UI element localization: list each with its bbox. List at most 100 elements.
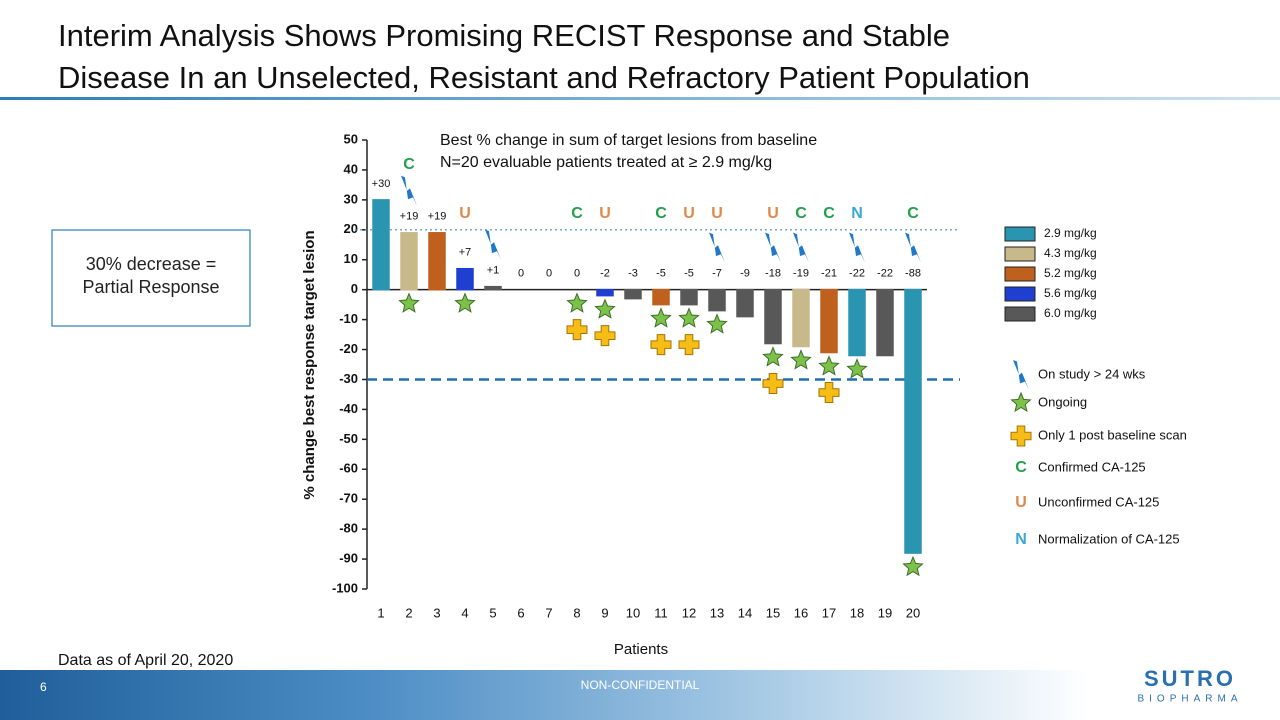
legend-symbol <box>1010 425 1032 447</box>
y-tick-label: 50 <box>344 131 358 146</box>
bar <box>820 288 838 354</box>
x-tick-label: 10 <box>626 605 640 620</box>
callout-text: Partial Response <box>82 277 219 297</box>
value-label: -88 <box>905 268 921 280</box>
bar <box>400 232 418 291</box>
y-tick-label: -90 <box>339 551 358 566</box>
x-tick-label: 5 <box>489 605 496 620</box>
y-tick-label: -20 <box>339 341 358 356</box>
x-tick-label: 19 <box>878 605 892 620</box>
value-label: -3 <box>628 268 638 280</box>
legend-symbol: C <box>1015 459 1027 476</box>
x-tick-label: 6 <box>517 605 524 620</box>
y-tick-label: -30 <box>339 371 358 386</box>
y-tick-label: -50 <box>339 431 358 446</box>
single-scan-marker <box>818 382 840 404</box>
single-scan-marker <box>594 325 616 347</box>
on-study-arrow <box>401 175 417 206</box>
classification: NON-CONFIDENTIAL <box>581 678 700 692</box>
ongoing-star <box>706 313 728 334</box>
ca125-marker: C <box>795 205 807 222</box>
legend-swatch <box>1004 306 1036 322</box>
y-tick-label: 30 <box>344 191 358 206</box>
chart-subtitle: N=20 evaluable patients treated at ≥ 2.9… <box>440 154 772 171</box>
ongoing-star <box>454 292 476 313</box>
footer-band <box>0 670 1280 720</box>
value-label: -18 <box>765 268 781 280</box>
bar <box>680 288 698 306</box>
callout-box <box>51 229 251 327</box>
on-study-arrow <box>849 232 865 263</box>
y-tick-label: -70 <box>339 491 358 506</box>
on-study-arrow <box>905 232 921 263</box>
y-tick-label: -60 <box>339 461 358 476</box>
title-rule <box>0 97 1280 100</box>
bar <box>372 199 390 291</box>
legend-label: Only 1 post baseline scan <box>1038 427 1187 442</box>
bar <box>736 288 754 318</box>
legend-label: 5.6 mg/kg <box>1044 286 1097 300</box>
x-tick-label: 4 <box>461 605 468 620</box>
ca125-marker: C <box>823 205 835 222</box>
x-tick-label: 9 <box>601 605 608 620</box>
ca125-marker: C <box>907 205 919 222</box>
value-label: +1 <box>487 265 500 277</box>
chart-subtitle: Best % change in sum of target lesions f… <box>440 132 817 149</box>
x-tick-label: 2 <box>405 605 412 620</box>
x-tick-label: 17 <box>822 605 836 620</box>
ca125-marker: U <box>683 205 695 222</box>
x-tick-label: 20 <box>906 605 920 620</box>
legend-swatch <box>1004 266 1036 282</box>
bar <box>848 288 866 357</box>
value-label: -5 <box>684 268 694 280</box>
bar <box>624 288 642 300</box>
y-tick-label: -100 <box>332 580 358 595</box>
y-tick-label: -40 <box>339 401 358 416</box>
x-tick-label: 16 <box>794 605 808 620</box>
single-scan-marker <box>650 334 672 356</box>
value-label: -22 <box>877 268 893 280</box>
ca125-marker: U <box>711 205 723 222</box>
legend-swatch <box>1004 286 1036 302</box>
value-label: +19 <box>400 211 419 223</box>
ongoing-star <box>678 307 700 328</box>
slide-title: Interim Analysis Shows Promising RECIST … <box>58 18 950 53</box>
legend-label: 2.9 mg/kg <box>1044 226 1097 240</box>
x-tick-label: 3 <box>433 605 440 620</box>
ongoing-star <box>790 349 812 370</box>
legend-label: Confirmed CA-125 <box>1038 459 1146 474</box>
logo-name: SUTRO <box>1144 666 1236 691</box>
ca125-marker: U <box>599 205 611 222</box>
single-scan-marker <box>566 319 588 341</box>
legend-symbol: N <box>1015 531 1027 548</box>
x-tick-label: 15 <box>766 605 780 620</box>
on-study-arrow <box>485 229 501 260</box>
value-label: +19 <box>428 211 447 223</box>
value-label: -5 <box>656 268 666 280</box>
value-label: -22 <box>849 268 865 280</box>
value-label: -2 <box>600 268 610 280</box>
ca125-marker: C <box>403 156 415 173</box>
legend-symbol: U <box>1015 494 1027 511</box>
y-tick-label: 20 <box>344 221 358 236</box>
value-label: -7 <box>712 268 722 280</box>
on-study-arrow <box>793 232 809 263</box>
value-label: -19 <box>793 268 809 280</box>
legend-symbol <box>1013 360 1029 390</box>
ca125-marker: U <box>767 205 779 222</box>
ongoing-star <box>398 292 420 313</box>
y-tick-label: 0 <box>351 281 358 296</box>
ca125-marker: U <box>459 205 471 222</box>
ongoing-star <box>846 358 868 379</box>
value-label: +7 <box>459 247 472 259</box>
bar <box>428 232 446 291</box>
legend-label: 4.3 mg/kg <box>1044 246 1097 260</box>
data-note: Data as of April 20, 2020 <box>58 652 233 669</box>
single-scan-marker <box>762 373 784 395</box>
ca125-marker: N <box>851 205 863 222</box>
legend-label: Ongoing <box>1038 394 1087 409</box>
bar <box>876 288 894 357</box>
bar <box>764 288 782 345</box>
bar <box>792 288 810 348</box>
